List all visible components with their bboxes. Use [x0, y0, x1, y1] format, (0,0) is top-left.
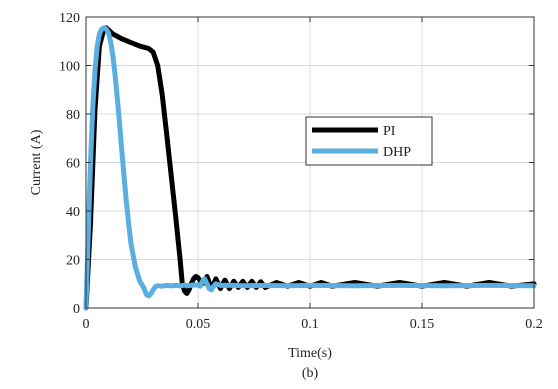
x-axis-label: Time(s) — [288, 346, 332, 361]
y-tick-label: 0 — [73, 302, 80, 317]
figure-caption: (b) — [302, 366, 319, 381]
series-line-dhp — [83, 25, 537, 311]
legend-label-dhp: DHP — [383, 145, 411, 160]
x-tick-label: 0.05 — [186, 317, 211, 332]
x-tick-label: 0.1 — [301, 317, 319, 332]
x-tick-label: 0 — [83, 317, 90, 332]
legend-label-pi: PI — [383, 124, 396, 139]
y-axis-label: Current (A) — [29, 129, 44, 195]
y-tick-label: 60 — [66, 157, 80, 172]
x-tick-label: 0.2 — [525, 317, 543, 332]
axis-ticks: 0 0.05 0.1 0.15 0.2 0 20 40 60 80 100 120 — [59, 11, 543, 332]
legend: PI DHP — [305, 116, 433, 166]
x-tick-label: 0.15 — [410, 317, 435, 332]
y-tick-label: 20 — [66, 254, 80, 269]
y-tick-label: 100 — [59, 60, 80, 75]
y-tick-label: 40 — [66, 205, 80, 220]
y-tick-label: 120 — [59, 11, 80, 26]
legend-box — [305, 116, 433, 166]
y-tick-label: 80 — [66, 108, 80, 123]
series-lines — [83, 25, 537, 311]
